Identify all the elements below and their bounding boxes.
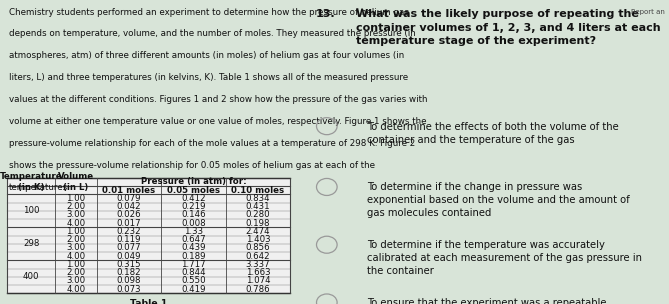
Text: Volume
(in L): Volume (in L): [58, 172, 94, 192]
Text: 0.550: 0.550: [181, 276, 206, 285]
Text: temperatures.: temperatures.: [9, 183, 71, 192]
Text: 3.00: 3.00: [66, 210, 86, 219]
Text: 0.05 moles: 0.05 moles: [167, 186, 220, 195]
Text: 0.189: 0.189: [181, 252, 205, 261]
Text: 100: 100: [23, 206, 39, 215]
Text: volume at either one temperature value or one value of moles, respectively. Figu: volume at either one temperature value o…: [9, 117, 426, 126]
Text: 0.017: 0.017: [116, 219, 141, 228]
Text: Chemistry students performed an experiment to determine how the pressure of heli: Chemistry students performed an experime…: [9, 8, 409, 17]
Text: 0.146: 0.146: [181, 210, 206, 219]
Text: 0.119: 0.119: [116, 235, 141, 244]
Text: 4.00: 4.00: [66, 252, 86, 261]
Text: 0.786: 0.786: [246, 285, 270, 294]
Text: 1.403: 1.403: [246, 235, 270, 244]
Text: 0.431: 0.431: [246, 202, 270, 211]
Text: 0.049: 0.049: [116, 252, 141, 261]
Text: To ensure that the experiment was a repeatable
process for anyone wanting to tes: To ensure that the experiment was a repe…: [367, 298, 607, 304]
Text: 0.098: 0.098: [116, 276, 141, 285]
Text: Report an: Report an: [632, 9, 665, 15]
Text: 2.00: 2.00: [66, 235, 86, 244]
Text: values at the different conditions. Figures 1 and 2 show how the pressure of the: values at the different conditions. Figu…: [9, 95, 427, 104]
Text: 2.00: 2.00: [66, 268, 86, 277]
Text: 0.026: 0.026: [116, 210, 141, 219]
Text: 0.182: 0.182: [116, 268, 141, 277]
Text: 13.: 13.: [316, 9, 335, 19]
Text: shows the pressure-volume relationship for 0.05 moles of helium gas at each of t: shows the pressure-volume relationship f…: [9, 161, 375, 170]
Text: 298: 298: [23, 239, 39, 248]
Text: To determine the effects of both the volume of the
container and the temperature: To determine the effects of both the vol…: [367, 122, 619, 145]
Text: 0.419: 0.419: [181, 285, 205, 294]
FancyBboxPatch shape: [7, 178, 290, 293]
Text: 2.474: 2.474: [246, 227, 270, 236]
Text: Temperature
(in K): Temperature (in K): [0, 172, 63, 192]
Text: To determine if the change in pressure was
exponential based on the volume and t: To determine if the change in pressure w…: [367, 182, 630, 219]
Text: 0.856: 0.856: [246, 244, 270, 253]
Text: 2.00: 2.00: [66, 202, 86, 211]
Text: 0.219: 0.219: [181, 202, 205, 211]
Text: 1.717: 1.717: [181, 260, 206, 269]
Text: To determine if the temperature was accurately
calibrated at each measurement of: To determine if the temperature was accu…: [367, 240, 642, 276]
Text: Table 1: Table 1: [130, 299, 167, 304]
Text: depends on temperature, volume, and the number of moles. They measured the press: depends on temperature, volume, and the …: [9, 29, 415, 39]
Text: 0.01 moles: 0.01 moles: [102, 186, 155, 195]
Text: 4.00: 4.00: [66, 219, 86, 228]
Text: 0.315: 0.315: [116, 260, 141, 269]
Text: 0.642: 0.642: [246, 252, 270, 261]
Text: 1.00: 1.00: [66, 194, 86, 203]
Text: 0.834: 0.834: [246, 194, 270, 203]
Text: 4.00: 4.00: [66, 285, 86, 294]
Text: 0.232: 0.232: [116, 227, 141, 236]
Text: 0.280: 0.280: [246, 210, 270, 219]
Text: pressure-volume relationship for each of the mole values at a temperature of 298: pressure-volume relationship for each of…: [9, 139, 415, 148]
Text: 1.074: 1.074: [246, 276, 270, 285]
Text: 0.073: 0.073: [116, 285, 141, 294]
Text: 3.00: 3.00: [66, 244, 86, 253]
Text: 0.439: 0.439: [181, 244, 205, 253]
Text: 0.844: 0.844: [181, 268, 206, 277]
Text: 0.412: 0.412: [181, 194, 206, 203]
Text: 1.00: 1.00: [66, 227, 86, 236]
Text: What was the likely purpose of repeating the
container volumes of 1, 2, 3, and 4: What was the likely purpose of repeating…: [356, 9, 661, 46]
Text: 3.337: 3.337: [246, 260, 270, 269]
Text: 1.663: 1.663: [246, 268, 270, 277]
Text: 0.647: 0.647: [181, 235, 206, 244]
Text: 3.00: 3.00: [66, 276, 86, 285]
Text: 0.079: 0.079: [116, 194, 141, 203]
Text: liters, L) and three temperatures (in kelvins, K). Table 1 shows all of the meas: liters, L) and three temperatures (in ke…: [9, 73, 408, 82]
Text: 0.008: 0.008: [181, 219, 206, 228]
Text: 0.077: 0.077: [116, 244, 141, 253]
Text: 0.042: 0.042: [116, 202, 141, 211]
Text: 1.00: 1.00: [66, 260, 86, 269]
Text: 0.198: 0.198: [246, 219, 270, 228]
Text: atmospheres, atm) of three different amounts (in moles) of helium gas at four vo: atmospheres, atm) of three different amo…: [9, 51, 404, 60]
Text: 1.33: 1.33: [184, 227, 203, 236]
Text: Pressure (in atm) for:: Pressure (in atm) for:: [140, 178, 246, 186]
Text: 400: 400: [23, 272, 39, 282]
Text: 0.10 moles: 0.10 moles: [231, 186, 284, 195]
